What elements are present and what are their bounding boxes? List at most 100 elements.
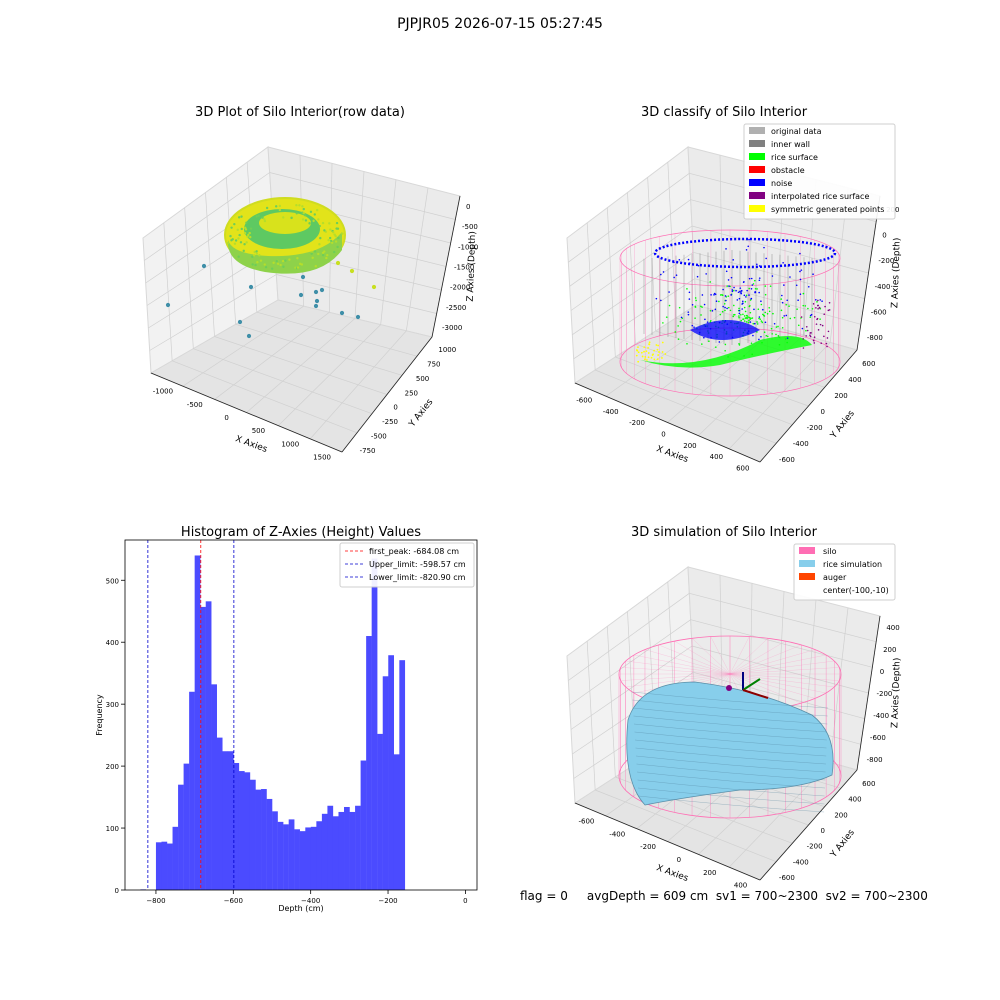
classify-x-tick-label: -400 <box>603 408 619 416</box>
classify-legend: original data inner wall rice surface obsta… <box>743 123 896 220</box>
classify-noise-point <box>749 321 752 323</box>
raw-cloud-point <box>279 263 282 267</box>
classify-interpolated-point <box>824 305 826 308</box>
classify-noise-point <box>687 313 690 316</box>
histogram-y-axis-label: Frequency <box>95 694 104 736</box>
classify-interpolated-point <box>819 323 822 326</box>
raw-cloud-point <box>341 232 344 235</box>
simulation-silo-spoke <box>710 636 731 675</box>
raw-cloud-point <box>333 233 336 236</box>
classify-surface-point <box>749 311 752 314</box>
classify-surface-point <box>789 317 792 320</box>
classify-x-tick-label: 0 <box>661 431 665 439</box>
classify-surface-point <box>770 327 773 330</box>
classify-surface-point <box>756 321 758 323</box>
histogram-bar <box>327 805 334 890</box>
raw-x-tick-label: 0 <box>224 414 228 422</box>
raw-cloud-point <box>311 256 314 259</box>
classify-noise-point <box>758 316 761 318</box>
histogram-bar <box>183 763 190 890</box>
raw-cloud-point <box>301 205 304 208</box>
raw-cloud-point <box>246 235 249 238</box>
histogram-bar <box>155 842 162 890</box>
raw-cloud-point <box>245 241 248 244</box>
classify-noise-point <box>727 279 730 281</box>
classify-surface-point <box>727 306 730 309</box>
raw-cloud-point <box>298 262 302 266</box>
simulation-silo-spoke <box>729 649 816 675</box>
classify-surface-point <box>733 289 735 292</box>
classify-symmetric-point <box>648 343 651 346</box>
raw-x-tick-label: -500 <box>187 401 203 409</box>
simulation-y-tick-label: 600 <box>862 780 875 788</box>
histogram-bar <box>382 676 389 890</box>
histogram-bar <box>189 691 195 890</box>
classify-noise-point <box>795 284 798 287</box>
classify-surface-point <box>727 356 729 358</box>
simulation-silo-spoke <box>620 673 731 681</box>
classify-surface-point <box>777 325 779 328</box>
simulation-z-axis-line <box>856 615 881 771</box>
classify-noise-point <box>714 308 717 311</box>
simulation-y-tick-label: 400 <box>848 796 861 804</box>
raw-gridline <box>309 330 407 440</box>
classify-surface-point <box>757 308 760 311</box>
histogram-bar <box>222 751 229 890</box>
classify-surface-point <box>746 315 749 317</box>
raw-cloud-point <box>333 250 336 254</box>
classify-noise-point <box>711 310 714 312</box>
classify-interpolated-point <box>826 345 828 348</box>
classify-y-tick-label: 400 <box>848 376 861 384</box>
classify-noise-point <box>728 285 730 287</box>
classify-y-tick-label: 200 <box>834 392 847 400</box>
raw-cloud-point <box>312 219 315 223</box>
classify-y-axis-line <box>759 349 858 463</box>
simulation-auger-y-arrow <box>742 678 761 691</box>
classify-surface-point <box>778 336 780 339</box>
simulation-silo-spoke <box>729 673 835 688</box>
classify-noise-point <box>738 312 741 315</box>
classify-surface-point <box>802 304 805 307</box>
classify-noise-point <box>809 314 812 317</box>
classify-surface-point <box>780 298 783 300</box>
classify-surface-point <box>714 346 717 348</box>
classify-noise-point <box>748 277 751 280</box>
classify-symmetric-point <box>657 344 660 347</box>
classify-surface-point <box>785 303 788 306</box>
raw-cloud-point <box>329 239 333 243</box>
simulation-silo-spoke <box>625 660 731 675</box>
classify-interpolated-point <box>820 342 823 345</box>
histogram-bar <box>238 771 245 890</box>
classify-surface-point <box>745 321 748 323</box>
classify-interpolated-point <box>827 330 830 333</box>
histogram-y-tick-label: 400 <box>106 639 119 647</box>
classify-z-tick-label: -800 <box>867 334 883 342</box>
raw-outlier-point <box>248 284 254 290</box>
classify-noise-point <box>691 324 694 327</box>
classify-noise-point <box>765 257 767 260</box>
simulation-z-tick-label: 200 <box>883 646 896 654</box>
classify-symmetric-point <box>656 348 659 351</box>
classify-interpolated <box>800 299 831 349</box>
classify-noise-point <box>738 309 741 312</box>
classify-interpolated-point <box>817 304 819 307</box>
classify-noise-point <box>812 273 814 276</box>
classify-interpolated-point <box>823 335 825 338</box>
histogram-title: Histogram of Z-Axies (Height) Values <box>181 525 421 540</box>
classify-surface-point <box>788 305 790 307</box>
classify-noise-point <box>782 261 784 264</box>
raw-cloud-point <box>258 254 261 257</box>
classify-noise-cone <box>690 320 760 340</box>
raw-cloud-point <box>328 236 332 240</box>
simulation-x-axis-label: X Axies <box>655 863 690 884</box>
simulation-rice-meshline <box>635 747 826 765</box>
raw-cloud-point <box>288 258 291 261</box>
classify-noise-point <box>704 318 706 321</box>
classify-noise-point <box>696 275 699 278</box>
raw-gridline <box>276 274 437 314</box>
simulation-legend-label: center(-100,-10) <box>823 586 889 595</box>
classify-surface-point <box>677 325 679 327</box>
raw-cloud-point <box>321 251 325 254</box>
classify-surface-point <box>765 334 768 337</box>
simulation-silo-spoke <box>644 649 731 675</box>
